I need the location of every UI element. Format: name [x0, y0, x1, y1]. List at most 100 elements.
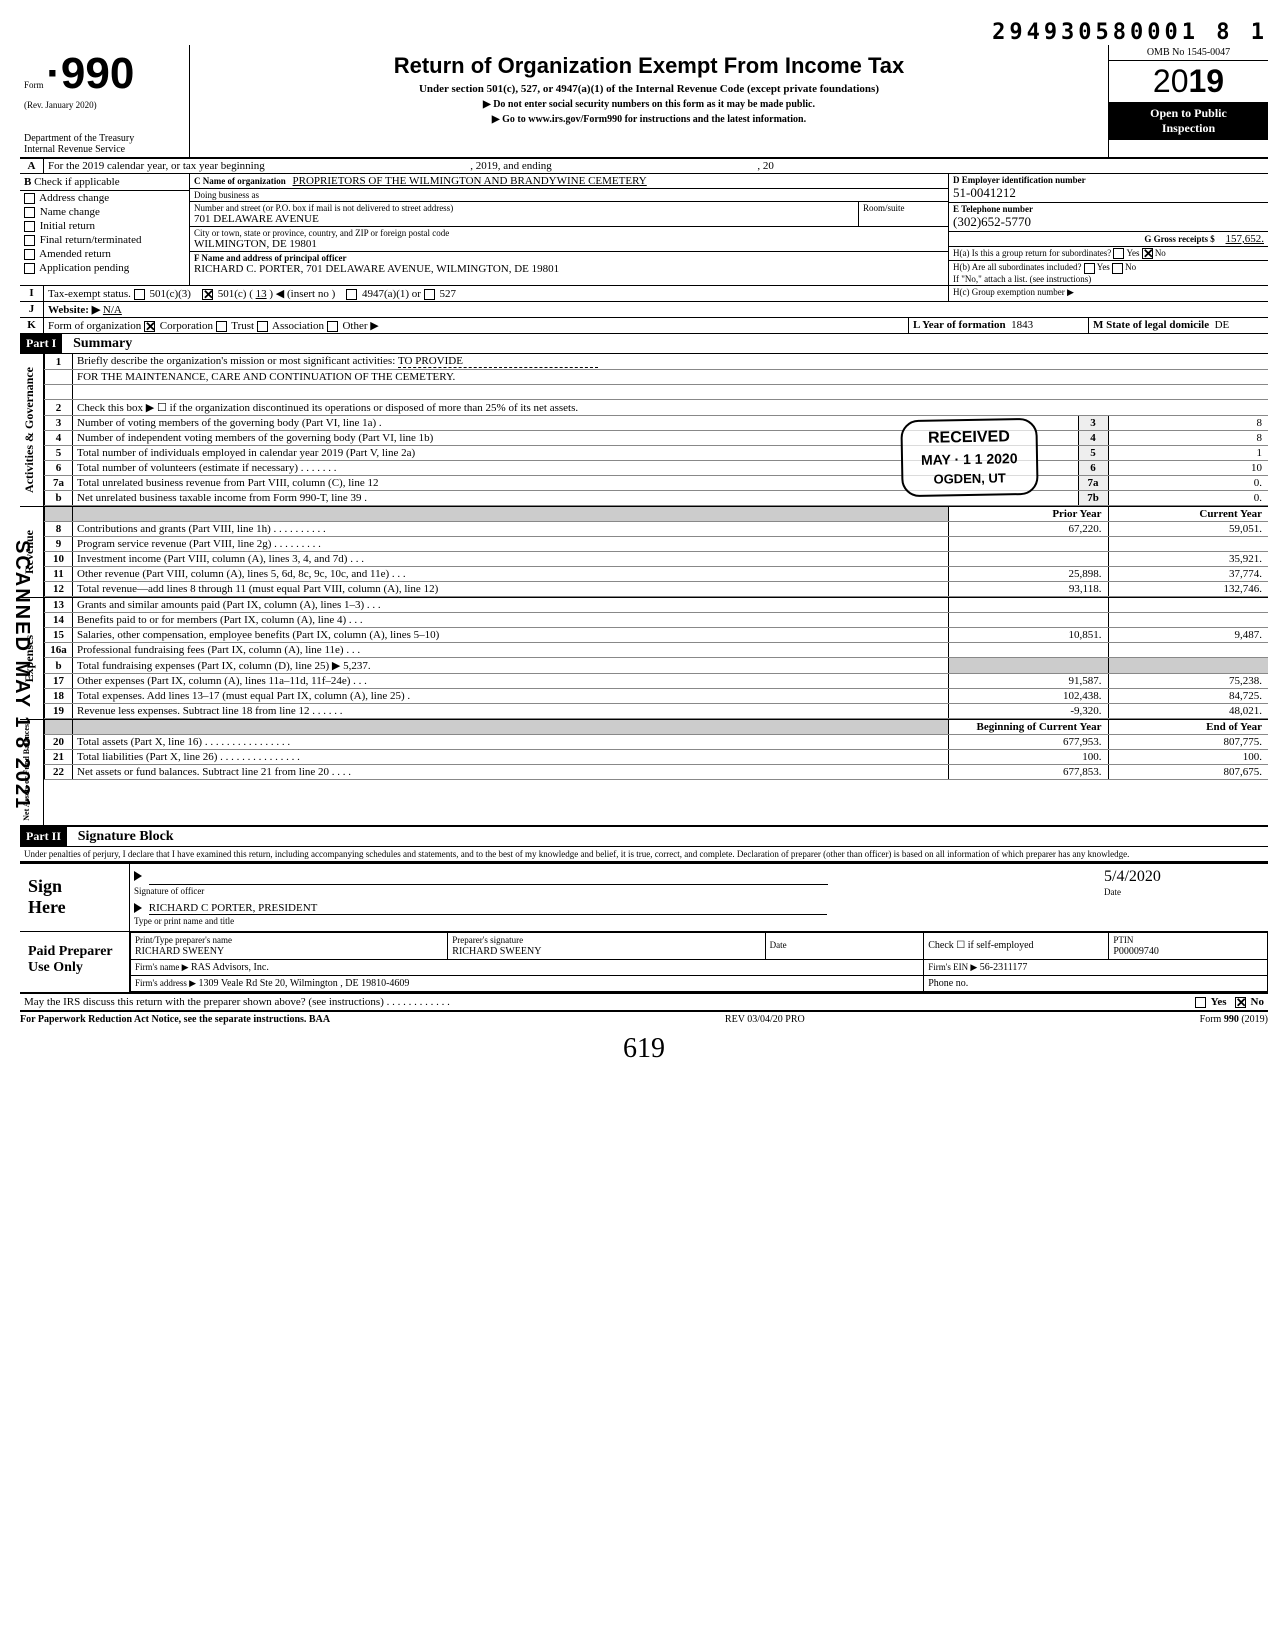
rowA-mid: , 2019, and ending	[470, 160, 552, 172]
ag-block: RECEIVED MAY · 1 1 2020 OGDEN, UT Activi…	[20, 354, 1268, 507]
col-current: Current Year	[1108, 507, 1268, 522]
i-lbl: Tax-exempt status.	[48, 288, 131, 300]
dba-lbl: Doing business as	[190, 189, 948, 202]
table-row: 8Contributions and grants (Part VIII, li…	[45, 521, 1269, 536]
l-lbl: L Year of formation	[913, 319, 1006, 331]
room-lbl: Room/suite	[858, 202, 948, 226]
form-990-box: Form ·990 (Rev. January 2020) Department…	[20, 45, 190, 157]
chk-assoc[interactable]	[257, 321, 268, 332]
part1-label: Part I	[20, 334, 62, 353]
ptin: P00009740	[1113, 946, 1159, 957]
chk-501c[interactable]	[202, 289, 213, 300]
b-chk[interactable]	[24, 221, 35, 232]
under: Under section 501(c), 527, or 4947(a)(1)…	[198, 83, 1100, 95]
sub2: ▶ Go to www.irs.gov/Form990 for instruct…	[198, 114, 1100, 125]
line1-lbl: Briefly describe the organization's miss…	[77, 355, 395, 367]
line1-val: TO PROVIDE	[398, 355, 598, 368]
table-row: 20Total assets (Part X, line 16) . . . .…	[45, 734, 1269, 749]
discuss-no[interactable]	[1235, 997, 1246, 1008]
b-item: Address change	[20, 191, 189, 205]
hb-no[interactable]	[1112, 263, 1123, 274]
prep-sig: RICHARD SWEENY	[452, 946, 541, 957]
ein: 56-2311177	[980, 962, 1028, 973]
table-row: bTotal fundraising expenses (Part IX, co…	[45, 657, 1269, 673]
j-lbl: Website: ▶	[48, 304, 100, 316]
sub1: ▶ Do not enter social security numbers o…	[198, 99, 1100, 110]
col-c: C Name of organization PROPRIETORS OF TH…	[190, 174, 948, 285]
b-label: Check if applicable	[34, 176, 120, 188]
chk-527[interactable]	[424, 289, 435, 300]
penalties: Under penalties of perjury, I declare th…	[20, 847, 1268, 862]
name-lbl: Type or print name and title	[134, 916, 234, 926]
footer: For Paperwork Reduction Act Notice, see …	[20, 1011, 1268, 1025]
col-begin: Beginning of Current Year	[948, 720, 1108, 735]
chk-4947[interactable]	[346, 289, 357, 300]
chk-trust[interactable]	[216, 321, 227, 332]
row-k: K Form of organization Corporation Trust…	[20, 318, 1268, 334]
col-b: B Check if applicable Address change Nam…	[20, 174, 190, 285]
e-val: (302)652-5770	[953, 214, 1264, 230]
chk-corp[interactable]	[144, 321, 155, 332]
rev-table: Prior Year Current Year 8Contributions a…	[44, 507, 1268, 597]
chk-other[interactable]	[327, 321, 338, 332]
b-chk[interactable]	[24, 249, 35, 260]
b-chk[interactable]	[24, 263, 35, 274]
k-lbl: Form of organization	[48, 320, 141, 332]
letter-a: A	[20, 159, 44, 173]
ha-no[interactable]	[1142, 248, 1153, 259]
table-row: 4Number of independent voting members of…	[45, 430, 1269, 445]
b-chk[interactable]	[24, 193, 35, 204]
table-row: 22Net assets or fund balances. Subtract …	[45, 764, 1269, 779]
footer-m: REV 03/04/20 PRO	[725, 1014, 805, 1025]
received-stamp: RECEIVED MAY · 1 1 2020 OGDEN, UT	[901, 418, 1039, 497]
table-row: 7aTotal unrelated business revenue from …	[45, 475, 1269, 490]
d-lbl: D Employer identification number	[953, 175, 1086, 185]
discuss-yes[interactable]	[1195, 997, 1206, 1008]
col-end: End of Year	[1108, 720, 1268, 735]
row-a: A For the 2019 calendar year, or tax yea…	[20, 159, 1268, 174]
table-row: 16aProfessional fundraising fees (Part I…	[45, 642, 1269, 657]
f-lbl: F Name and address of principal officer	[194, 253, 347, 263]
form-header: Form ·990 (Rev. January 2020) Department…	[20, 45, 1268, 159]
m-lbl: M State of legal domicile	[1093, 319, 1209, 331]
firm-addr: 1309 Veale Rd Ste 20, Wilmington , DE 19…	[199, 978, 410, 989]
paid-preparer: Paid Preparer Use Only Print/Type prepar…	[20, 932, 1268, 994]
l-val: 1843	[1011, 319, 1033, 331]
omb: OMB No 1545-0047	[1109, 45, 1268, 61]
exp-block: Expenses 13Grants and similar amounts pa…	[20, 598, 1268, 720]
table-row: 21Total liabilities (Part X, line 26) . …	[45, 749, 1269, 764]
col-deg: D Employer identification number 51-0041…	[948, 174, 1268, 285]
form-number: ·990	[46, 49, 134, 98]
rowA-label: For the 2019 calendar year, or tax year …	[48, 160, 265, 172]
b-chk[interactable]	[24, 235, 35, 246]
g-lbl: G Gross receipts $	[1144, 234, 1214, 244]
table-row: 19Revenue less expenses. Subtract line 1…	[45, 703, 1269, 718]
hb2: If "No," attach a list. (see instruction…	[953, 274, 1091, 284]
b-item: Application pending	[20, 261, 189, 275]
part1-title: Summary	[65, 336, 132, 351]
col-prior: Prior Year	[948, 507, 1108, 522]
firm: RAS Advisors, Inc.	[191, 962, 269, 973]
hb-yes[interactable]	[1084, 263, 1095, 274]
year: 2019	[1109, 61, 1268, 102]
ha-yes[interactable]	[1113, 248, 1124, 259]
prep-name: RICHARD SWEENY	[135, 946, 224, 957]
rev: (Rev. January 2020)	[24, 100, 97, 110]
table-row: 14Benefits paid to or for members (Part …	[45, 612, 1269, 627]
chk-501c3[interactable]	[134, 289, 145, 300]
b-chk[interactable]	[24, 207, 35, 218]
table-row: 12Total revenue—add lines 8 through 11 (…	[45, 581, 1269, 596]
hc: H(c) Group exemption number ▶	[948, 286, 1268, 301]
addr-lbl: Number and street (or P.O. box if mail i…	[194, 203, 854, 213]
side-net: Net Assets or Fund Balances	[20, 720, 33, 825]
sig-name: RICHARD C PORTER, PRESIDENT	[149, 902, 827, 915]
table-row: 15Salaries, other compensation, employee…	[45, 627, 1269, 642]
c-lbl: C Name of organization	[194, 176, 286, 186]
side-exp: Expenses	[20, 631, 39, 686]
header-right: OMB No 1545-0047 2019 Open to Public Ins…	[1108, 45, 1268, 157]
table-row: bNet unrelated business taxable income f…	[45, 490, 1269, 505]
discuss-row: May the IRS discuss this return with the…	[20, 994, 1268, 1011]
part1-hdr: Part I Summary	[20, 334, 1268, 354]
dept: Department of the Treasury Internal Reve…	[24, 133, 181, 155]
e-lbl: E Telephone number	[953, 204, 1033, 214]
